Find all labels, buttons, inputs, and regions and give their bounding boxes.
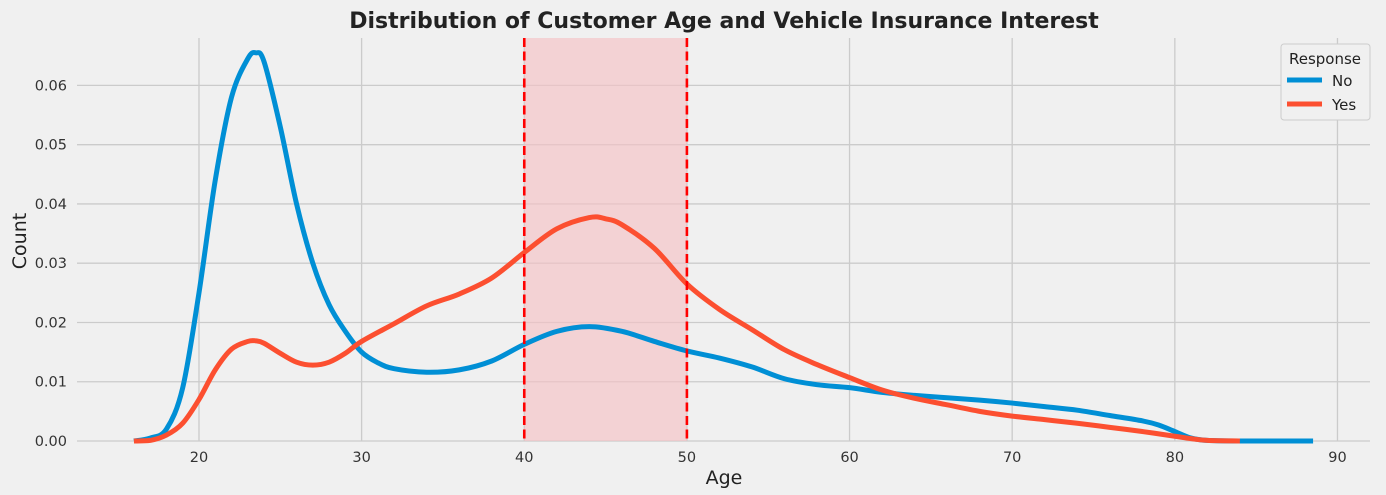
y-axis-label: Count	[9, 213, 31, 269]
series-line-yes	[133, 214, 1240, 444]
y-tick-labels: 0.00 0.01 0.02 0.03 0.04 0.05 0.06	[35, 78, 67, 450]
legend-box	[1280, 43, 1371, 121]
x-tick-label: 40	[515, 450, 533, 466]
shaded-region	[524, 38, 687, 441]
y-tick-label: 0.03	[35, 256, 67, 272]
x-tick-label: 50	[678, 450, 696, 466]
chart-title: Distribution of Customer Age and Vehicle…	[349, 9, 1099, 34]
x-tick-labels: 20 30 40 50 60 70 80 90	[190, 450, 1347, 466]
legend-label-no: No	[1332, 72, 1352, 90]
y-tick-label: 0.05	[35, 138, 67, 154]
y-tick-label: 0.01	[35, 375, 67, 391]
age-band-shade	[524, 38, 687, 441]
x-tick-label: 20	[190, 450, 208, 466]
x-tick-label: 30	[352, 450, 370, 466]
x-axis-label: Age	[706, 467, 743, 489]
series-lines	[133, 49, 1314, 444]
y-tick-label: 0.00	[35, 434, 67, 450]
legend-title: Response	[1289, 50, 1361, 68]
y-tick-label: 0.06	[35, 78, 67, 94]
y-tick-label: 0.04	[35, 197, 67, 213]
series-line-no	[133, 49, 1314, 444]
legend: Response No Yes	[1280, 43, 1371, 121]
x-tick-label: 60	[840, 450, 858, 466]
x-tick-label: 70	[1003, 450, 1021, 466]
y-tick-label: 0.02	[35, 315, 67, 331]
x-tick-label: 80	[1166, 450, 1184, 466]
x-tick-label: 90	[1328, 450, 1346, 466]
legend-label-yes: Yes	[1331, 96, 1356, 114]
